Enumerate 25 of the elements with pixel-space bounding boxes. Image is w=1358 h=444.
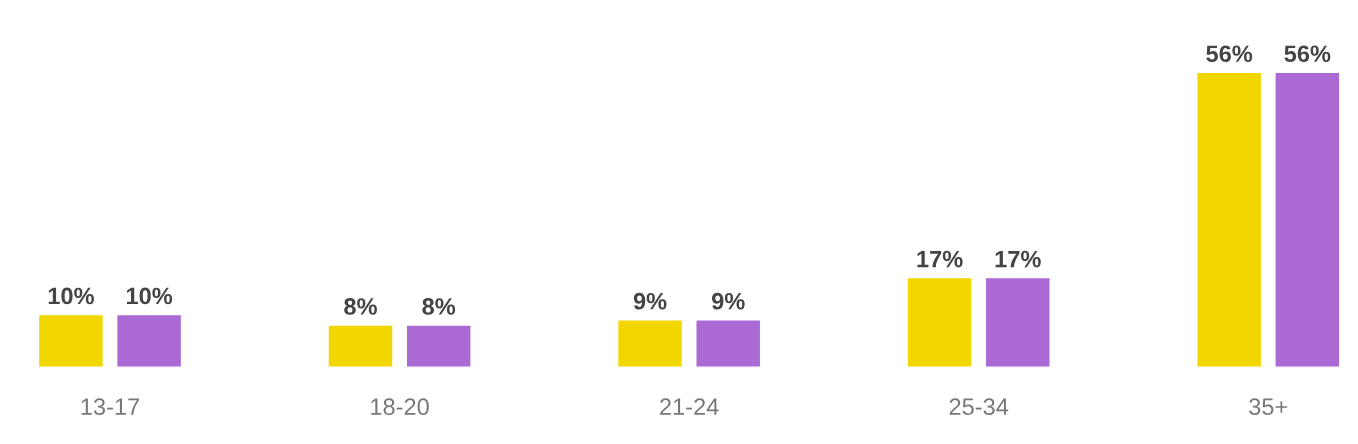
bar: [616, 319, 684, 368]
data-label: 56%: [1284, 45, 1331, 63]
data-label: 17%: [917, 250, 963, 268]
bar: [1274, 71, 1341, 368]
bar: [405, 324, 472, 368]
x-tick-label: 13-17: [81, 398, 140, 416]
bar: [695, 319, 762, 368]
data-label: 8%: [422, 298, 456, 315]
bar: [906, 276, 973, 368]
bar: [984, 276, 1051, 368]
x-tick-label: 21-24: [660, 398, 719, 415]
data-label: 8%: [344, 298, 377, 315]
x-tick-label: 25-34: [949, 398, 1009, 416]
data-label: 9%: [633, 292, 667, 310]
x-tick-label: 35+: [1249, 398, 1288, 416]
data-label: 10%: [126, 287, 173, 305]
data-label: 56%: [1206, 45, 1253, 63]
data-label: 9%: [711, 292, 745, 310]
bar: [1196, 71, 1263, 368]
bar: [115, 313, 183, 368]
bar: [37, 313, 105, 368]
data-label: 10%: [48, 287, 94, 305]
x-tick-label: 18-20: [371, 398, 429, 416]
bar: [327, 324, 394, 368]
data-label: 17%: [995, 250, 1041, 268]
